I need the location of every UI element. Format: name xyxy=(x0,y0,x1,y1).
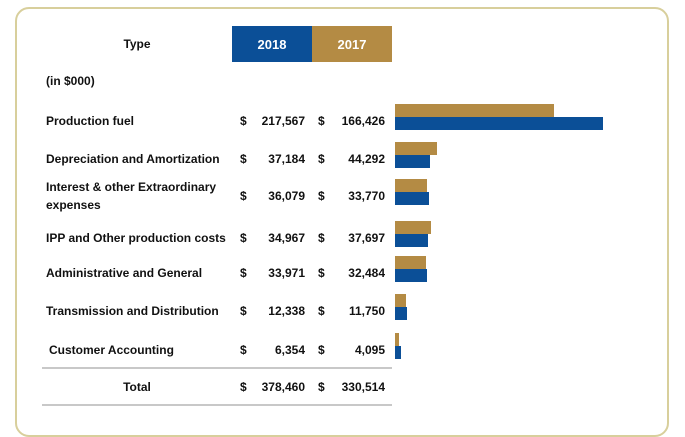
bar xyxy=(395,333,399,346)
value-label: 330,514 xyxy=(341,380,385,394)
category-label: Interest & other Extraordinary expenses xyxy=(46,180,217,212)
value-label: 33,971 xyxy=(268,266,305,280)
value-label: 33,770 xyxy=(348,189,385,203)
header-type: Type xyxy=(123,37,151,51)
category-label: Transmission and Distribution xyxy=(46,304,219,318)
category-label: Depreciation and Amortization xyxy=(46,152,220,166)
units-note: (in $000) xyxy=(46,74,95,88)
value-label: 37,697 xyxy=(348,231,385,245)
bar xyxy=(395,234,429,247)
currency: $ xyxy=(318,304,325,318)
currency: $ xyxy=(318,231,325,245)
bar xyxy=(395,142,438,155)
value-label: 12,338 xyxy=(268,304,305,318)
category-label: Production fuel xyxy=(46,114,134,128)
value-label: 217,567 xyxy=(261,114,305,128)
category-label: Customer Accounting xyxy=(49,343,174,357)
category-label: IPP and Other production costs xyxy=(46,231,226,245)
currency: $ xyxy=(318,189,325,203)
bar xyxy=(395,221,431,234)
value-label: 44,292 xyxy=(348,152,385,166)
currency: $ xyxy=(240,266,247,280)
currency: $ xyxy=(240,231,247,245)
value-label: 32,484 xyxy=(348,266,385,280)
bar xyxy=(395,155,431,168)
bar xyxy=(395,179,428,192)
rule xyxy=(42,404,392,406)
value-label: 6,354 xyxy=(274,343,305,357)
bar xyxy=(395,269,428,282)
bar xyxy=(395,346,402,359)
category-label: Administrative and General xyxy=(46,266,203,280)
bar xyxy=(395,117,603,130)
currency: $ xyxy=(240,380,247,394)
total-label: Total xyxy=(123,380,151,394)
value-label: 11,750 xyxy=(348,304,385,318)
bar xyxy=(395,256,426,269)
bar xyxy=(395,104,554,117)
value-label: 4,095 xyxy=(354,343,385,357)
bar xyxy=(395,307,407,320)
bar xyxy=(395,294,407,307)
currency: $ xyxy=(318,266,325,280)
currency: $ xyxy=(240,152,247,166)
currency: $ xyxy=(240,189,247,203)
value-label: 166,426 xyxy=(341,114,385,128)
currency: $ xyxy=(240,304,247,318)
value-label: 378,460 xyxy=(261,380,305,394)
value-label: 36,079 xyxy=(268,189,305,203)
value-label: 34,967 xyxy=(268,231,305,245)
header-year: 2017 xyxy=(312,26,392,62)
bar xyxy=(395,192,430,205)
page: {"chart_data": { "type": "bar", "orienta… xyxy=(15,7,669,437)
currency: $ xyxy=(240,343,247,357)
currency: $ xyxy=(318,380,325,394)
header-year: 2018 xyxy=(232,26,312,62)
currency: $ xyxy=(318,114,325,128)
currency: $ xyxy=(240,114,247,128)
value-label: 37,184 xyxy=(268,152,305,166)
rule xyxy=(42,367,392,369)
currency: $ xyxy=(318,152,325,166)
currency: $ xyxy=(318,343,325,357)
